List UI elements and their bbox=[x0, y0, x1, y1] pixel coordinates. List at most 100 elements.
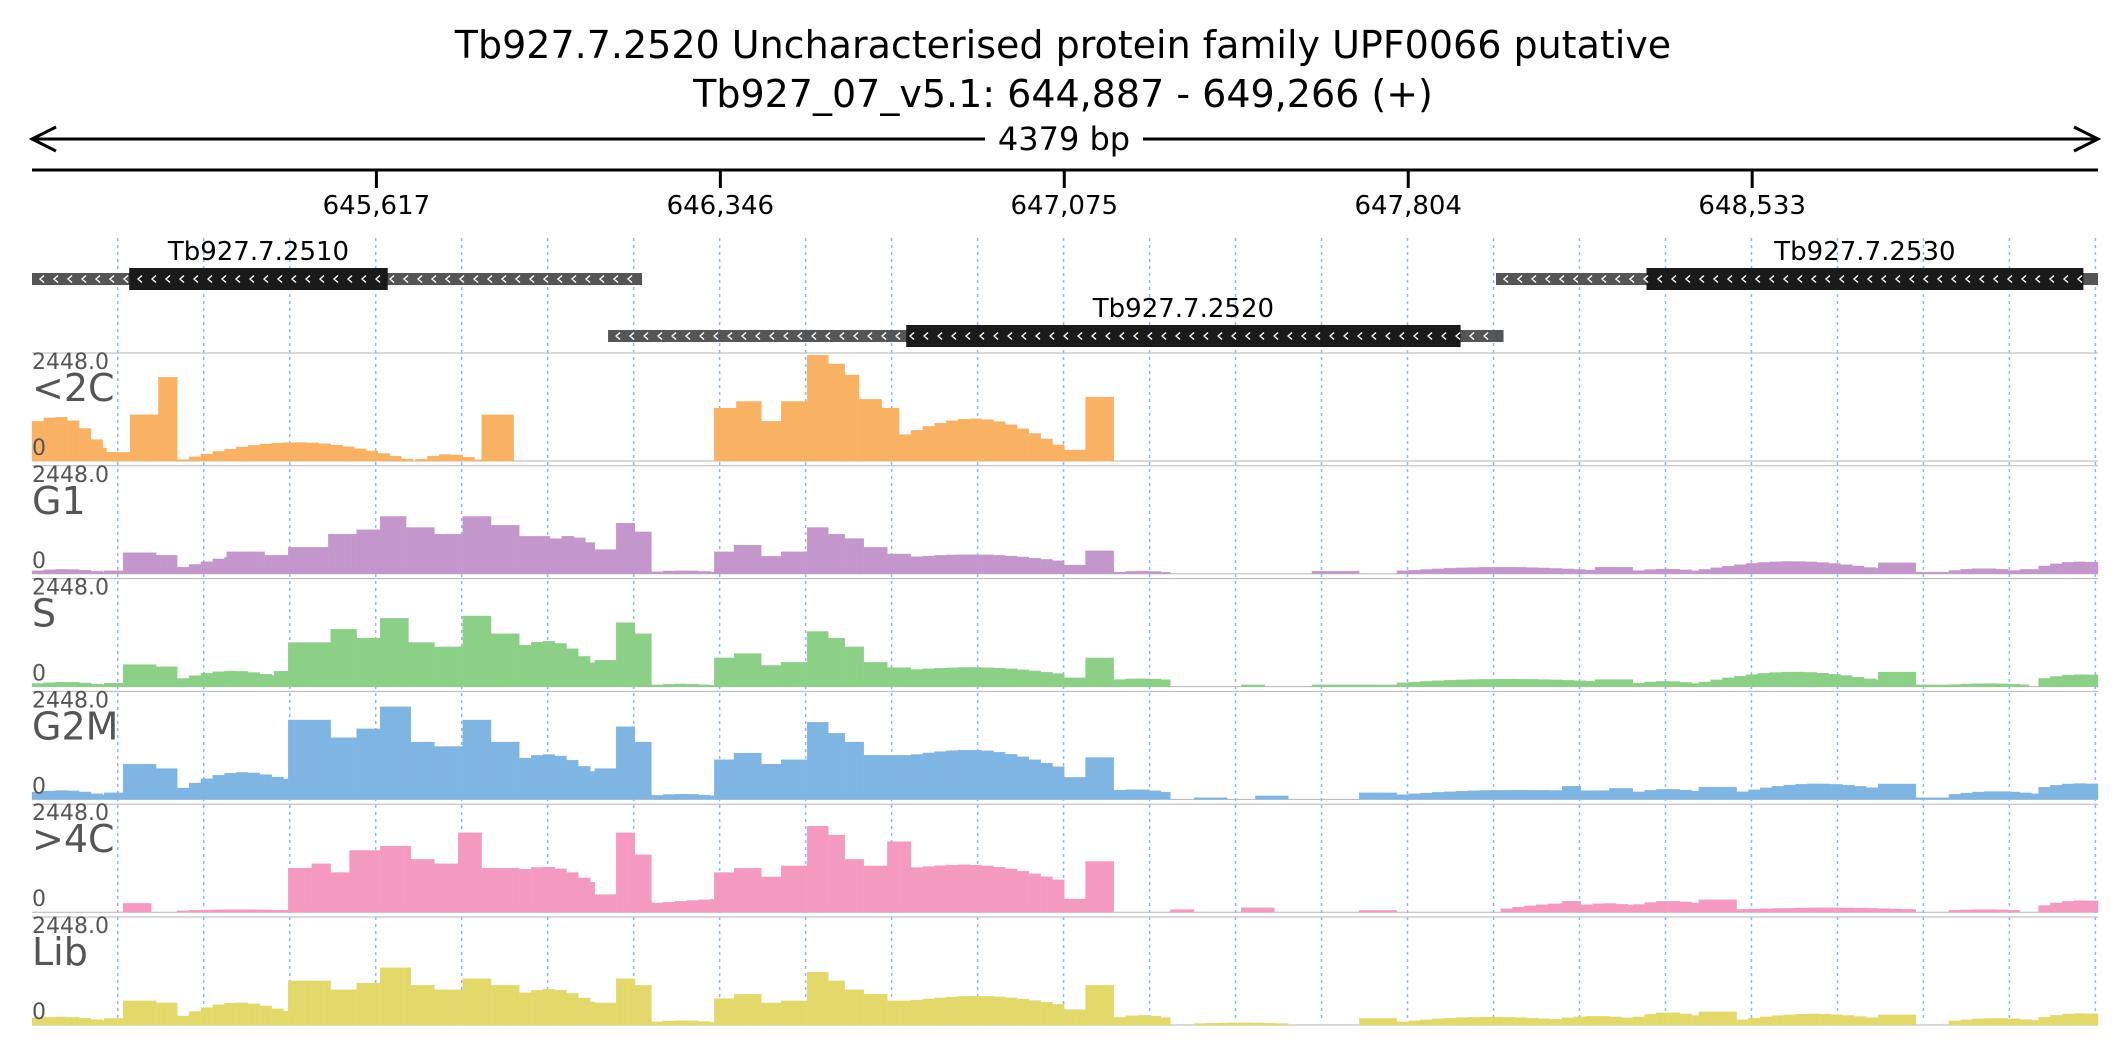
coverage-bar bbox=[840, 733, 846, 800]
coverage-bar bbox=[493, 414, 506, 462]
coverage-segment-23 bbox=[828, 980, 846, 1026]
coverage-bar bbox=[698, 899, 711, 913]
coverage-bar bbox=[2038, 1017, 2051, 1026]
coverage-bar bbox=[634, 985, 647, 1026]
coverage-bar bbox=[1698, 569, 1711, 574]
coverage-bar bbox=[1573, 901, 1582, 913]
coverage-bar bbox=[1710, 567, 1723, 574]
coverage-bar bbox=[1382, 684, 1395, 687]
coverage-bar bbox=[457, 832, 470, 913]
coverage-bar bbox=[79, 428, 92, 462]
coverage-segment-2 bbox=[129, 414, 159, 462]
coverage-segment-1 bbox=[104, 570, 124, 574]
coverage-bar bbox=[627, 978, 636, 1026]
coverage-bar bbox=[725, 657, 735, 687]
coverage-bar bbox=[714, 657, 727, 687]
gene-Tb927-7-2510[interactable]: Tb927.7.2510 bbox=[32, 237, 643, 290]
coverage-segment-1 bbox=[104, 682, 124, 687]
coverage-bar bbox=[2097, 674, 2099, 687]
coverage-bar bbox=[1960, 569, 1973, 574]
coverage-bar bbox=[2097, 901, 2099, 913]
coverage-bar bbox=[502, 741, 515, 800]
coverage-bar bbox=[167, 666, 178, 687]
coverage-bar bbox=[2019, 569, 2032, 574]
coverage-bar bbox=[318, 443, 331, 462]
coverage-bar bbox=[1804, 672, 1817, 687]
coverage-bar bbox=[887, 1000, 900, 1026]
coverage-bar bbox=[840, 363, 846, 462]
gene-Tb927-7-2520[interactable]: Tb927.7.2520 bbox=[608, 294, 1504, 347]
coverage-bar bbox=[519, 536, 532, 574]
coverage-segment-8 bbox=[380, 706, 412, 800]
coverage-segment-18 bbox=[714, 759, 735, 800]
coverage-bar bbox=[757, 544, 762, 574]
coverage-bar bbox=[1382, 910, 1395, 913]
coverage-bar bbox=[1075, 777, 1086, 800]
coverage-bar bbox=[1097, 657, 1110, 687]
coverage-bar bbox=[1323, 571, 1336, 574]
coverage-bar bbox=[1108, 550, 1114, 574]
coverage-bar bbox=[1972, 1018, 1985, 1026]
coverage-bar bbox=[710, 571, 715, 574]
coverage-bar bbox=[856, 741, 864, 800]
coverage-bar bbox=[283, 442, 296, 462]
coverage-bar bbox=[356, 982, 369, 1026]
coverage-segment-22 bbox=[807, 971, 829, 1026]
coverage-bar bbox=[1160, 679, 1171, 687]
coverage-bar bbox=[115, 570, 124, 574]
coverage-bar bbox=[1241, 1022, 1254, 1026]
coverage-bar bbox=[1255, 795, 1268, 800]
coverage-bar bbox=[957, 667, 971, 687]
coverage-bar bbox=[200, 909, 213, 913]
coverage-bar bbox=[1819, 907, 1832, 913]
coverage-bar bbox=[474, 459, 482, 462]
coverage-bar bbox=[733, 993, 746, 1026]
coverage-bar bbox=[875, 865, 888, 913]
coverage-bar bbox=[457, 746, 463, 800]
coverage-bar bbox=[434, 533, 447, 574]
coverage-bar bbox=[1573, 569, 1586, 574]
span-arrowhead-left bbox=[28, 125, 57, 153]
coverage-bar bbox=[2061, 562, 2075, 574]
coverage-bar bbox=[1040, 762, 1053, 800]
gene-Tb927-7-2530[interactable]: Tb927.7.2530 bbox=[1495, 237, 2098, 290]
coverage-bar bbox=[531, 641, 544, 687]
coverage-segment-35 bbox=[1632, 1012, 1700, 1026]
coverage-bar bbox=[403, 706, 412, 800]
coverage-bar bbox=[283, 1010, 289, 1026]
coverage-bar bbox=[2073, 900, 2086, 913]
coverage-bar bbox=[922, 866, 935, 913]
coverage-bar bbox=[1585, 680, 1596, 687]
coverage-bar bbox=[957, 749, 971, 800]
coverage-bar bbox=[840, 834, 846, 913]
coverage-bar bbox=[1915, 684, 1928, 687]
coverage-bar bbox=[55, 682, 68, 687]
coverage-bar bbox=[710, 795, 715, 800]
coverage-bar bbox=[1479, 790, 1492, 800]
coverage-bar bbox=[875, 993, 888, 1026]
coverage-bar bbox=[462, 615, 475, 687]
coverage-bar bbox=[1561, 901, 1574, 913]
coverage-segment-36 bbox=[1736, 907, 1917, 913]
coverage-bar bbox=[1995, 791, 2009, 800]
coverage-segment-39 bbox=[1877, 671, 1917, 687]
coverage-segment-3 bbox=[155, 666, 178, 687]
coverage-bar bbox=[627, 622, 636, 687]
coverage-bar bbox=[1734, 564, 1747, 574]
coverage-bar bbox=[981, 865, 994, 913]
coverage-bar bbox=[1052, 766, 1065, 800]
coverage-bar bbox=[1679, 569, 1692, 574]
coverage-bar bbox=[1948, 910, 1961, 913]
coverage-segment-21 bbox=[761, 665, 782, 687]
coverage-bar bbox=[158, 377, 171, 462]
coverage-bar bbox=[981, 996, 994, 1026]
coverage-segment-29 bbox=[1085, 757, 1114, 800]
coverage-segment-31 bbox=[1113, 678, 1171, 687]
coverage-segment-14 bbox=[858, 399, 882, 462]
coverage-bar bbox=[1606, 567, 1619, 574]
coverage-bar bbox=[2031, 793, 2039, 800]
coverage-segment-23 bbox=[761, 556, 782, 574]
coverage-bar bbox=[1359, 910, 1372, 913]
coverage-segment-22 bbox=[733, 544, 762, 574]
